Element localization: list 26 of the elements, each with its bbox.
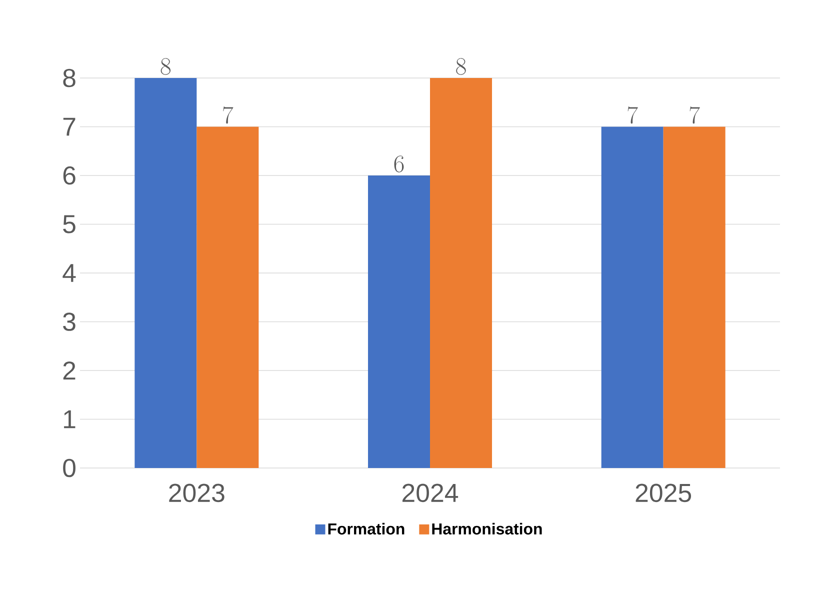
y-tick-label: 8: [63, 68, 76, 88]
y-tick-label: 6: [63, 166, 76, 185]
y-tick-label: 2: [63, 361, 76, 380]
bar: [134, 78, 197, 468]
x-tick-label: 2025: [636, 484, 692, 502]
legend-label: Formation: [328, 522, 404, 535]
bar: [368, 176, 430, 468]
bar: [430, 78, 492, 468]
data-label: 6: [394, 156, 404, 172]
legend-label: Harmonisation: [432, 522, 542, 535]
data-label: 7: [628, 106, 638, 124]
y-tick-label: 5: [63, 215, 76, 234]
y-tick-label: 1: [64, 410, 76, 428]
x-tick-label: 2024: [402, 484, 458, 502]
data-label: 7: [690, 106, 700, 124]
bar: [663, 126, 726, 468]
data-label: 7: [223, 106, 234, 124]
data-label: 8: [160, 58, 171, 75]
y-tick-label: 0: [63, 458, 76, 478]
y-tick-label: 3: [63, 312, 76, 331]
y-tick-label: 7: [63, 118, 76, 136]
bar: [196, 126, 259, 468]
bar: [601, 126, 664, 468]
data-label: 8: [456, 58, 466, 75]
x-tick-label: 2023: [169, 484, 224, 502]
y-tick-label: 4: [62, 264, 76, 282]
